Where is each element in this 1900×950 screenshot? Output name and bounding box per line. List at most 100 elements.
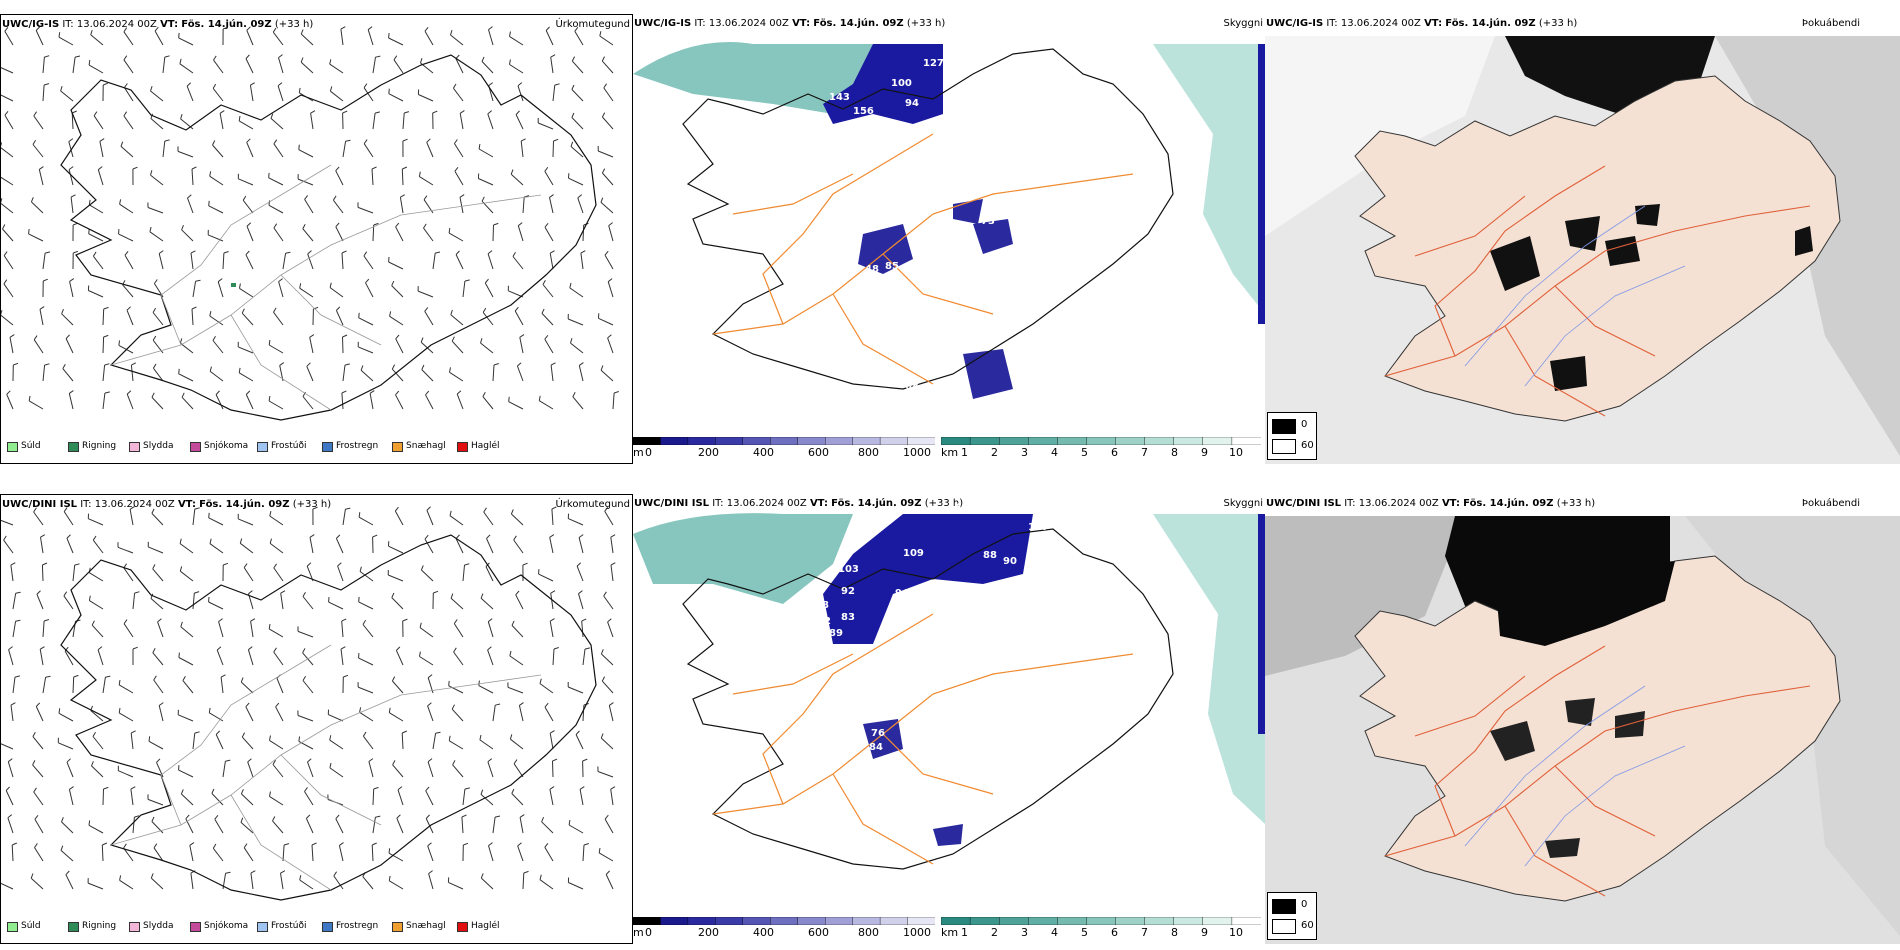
panel-title: Úrkomutegund bbox=[555, 19, 630, 30]
wind-barb bbox=[130, 789, 134, 806]
wind-barb-feather bbox=[578, 590, 583, 595]
wind-barb bbox=[8, 649, 14, 666]
wind-barb-feather bbox=[43, 619, 50, 622]
wind-barb-feather bbox=[73, 674, 79, 678]
wind-barb bbox=[63, 511, 74, 526]
wind-barb bbox=[388, 93, 404, 102]
rivers bbox=[1464, 205, 1686, 387]
wind-barb-feather bbox=[396, 646, 401, 651]
colorbar-swatch bbox=[969, 437, 1000, 445]
colorbar-swatch bbox=[1202, 917, 1233, 925]
wind-barb-feather bbox=[449, 510, 452, 516]
wind-barb-feather bbox=[571, 112, 575, 118]
wind-barb bbox=[395, 394, 404, 410]
wind-barb bbox=[4, 114, 14, 130]
wind-barb-feather bbox=[463, 842, 469, 846]
wind-barb bbox=[123, 87, 134, 102]
low-ceiling-patches bbox=[858, 199, 1013, 399]
wind-barb bbox=[3, 539, 14, 554]
wind-barb-feather bbox=[311, 842, 317, 846]
colorbar-swatch bbox=[1028, 437, 1059, 445]
wind-barb bbox=[33, 791, 44, 806]
wind-barb-feather bbox=[360, 365, 364, 371]
wind-barb-feather bbox=[34, 843, 38, 848]
wind-barb-feather bbox=[544, 702, 549, 708]
wind-barb-feather bbox=[371, 842, 377, 846]
wind-barb bbox=[451, 708, 464, 722]
wind-barb-feather bbox=[519, 814, 525, 818]
wind-barb-feather bbox=[250, 618, 256, 622]
wind-barb bbox=[517, 845, 524, 862]
wind-barb bbox=[299, 287, 314, 298]
wind-barb-feather bbox=[419, 651, 421, 657]
colorbar-swatch bbox=[824, 437, 854, 445]
wind-barb-feather bbox=[549, 618, 555, 622]
wind-barb bbox=[245, 394, 254, 410]
wind-barb-feather bbox=[579, 786, 585, 790]
wind-barb bbox=[569, 287, 584, 298]
wind-barb-feather bbox=[105, 675, 111, 678]
wind-barb-feather bbox=[404, 111, 410, 114]
wind-barb bbox=[209, 175, 224, 186]
wind-barb-feather bbox=[480, 789, 484, 795]
wind-barb bbox=[211, 793, 224, 806]
wind-barb-feather bbox=[126, 306, 131, 311]
wind-barb bbox=[192, 593, 195, 610]
low-ceiling-edge bbox=[1258, 514, 1265, 734]
wind-barb-feather bbox=[306, 814, 311, 819]
wind-barb-feather bbox=[212, 83, 217, 89]
wind-barb bbox=[123, 847, 134, 862]
wind-barb-feather bbox=[180, 789, 184, 795]
wind-barb bbox=[124, 254, 134, 270]
wind-barb bbox=[300, 61, 314, 74]
wind-barb-feather bbox=[402, 138, 408, 142]
wind-barb bbox=[119, 879, 134, 890]
wind-barb bbox=[358, 516, 374, 526]
wind-barb-feather bbox=[544, 222, 549, 228]
wind-barb bbox=[60, 90, 74, 102]
wind-barb-feather bbox=[397, 786, 403, 791]
wind-barb bbox=[71, 112, 74, 130]
wind-barb bbox=[329, 287, 344, 298]
wind-barb bbox=[368, 761, 374, 778]
ceiling-label: 92 bbox=[841, 586, 855, 597]
wind-barb bbox=[341, 392, 344, 410]
wind-barb bbox=[342, 509, 346, 526]
wind-barb-feather bbox=[278, 54, 283, 58]
wind-barb-feather bbox=[150, 873, 154, 879]
ceiling-label: 95 bbox=[1033, 510, 1047, 521]
wind-barb bbox=[426, 142, 434, 158]
wind-barb bbox=[449, 371, 464, 382]
wind-barb-feather bbox=[545, 26, 550, 31]
wind-barb bbox=[31, 201, 44, 214]
wind-barb-feather bbox=[268, 200, 271, 206]
wind-barb bbox=[453, 623, 464, 638]
wind-barb-feather bbox=[35, 26, 41, 31]
visibility-colorbar: km 1 2 3 4 5 6 7 8 9 10 bbox=[941, 437, 1261, 459]
lead-time: (+33 h) bbox=[292, 499, 332, 510]
wind-barb bbox=[152, 568, 164, 582]
wind-barb-feather bbox=[365, 278, 370, 284]
wind-barb-feather bbox=[610, 562, 616, 566]
wind-barb-feather bbox=[452, 83, 457, 89]
wind-barb bbox=[152, 339, 164, 354]
wind-barb bbox=[388, 261, 404, 270]
wind-barb bbox=[192, 281, 197, 298]
wind-barb bbox=[605, 874, 614, 890]
ceiling-label: 76 bbox=[871, 728, 885, 739]
roads bbox=[712, 133, 1134, 385]
wind-barb-feather bbox=[90, 29, 93, 35]
wind-barb bbox=[249, 85, 254, 102]
wind-barb bbox=[6, 394, 14, 410]
wind-barb-feather bbox=[181, 225, 184, 230]
wind-barb bbox=[302, 228, 314, 242]
wind-barb-feather bbox=[209, 538, 212, 544]
wind-barb bbox=[28, 400, 44, 410]
rain-spot bbox=[231, 283, 236, 287]
wind-barb-feather bbox=[164, 139, 170, 142]
wind-barb bbox=[428, 873, 434, 890]
wind-barb bbox=[462, 281, 466, 298]
wind-barb bbox=[123, 623, 134, 638]
wind-barb bbox=[488, 29, 494, 46]
wind-barb-feather bbox=[464, 787, 470, 790]
